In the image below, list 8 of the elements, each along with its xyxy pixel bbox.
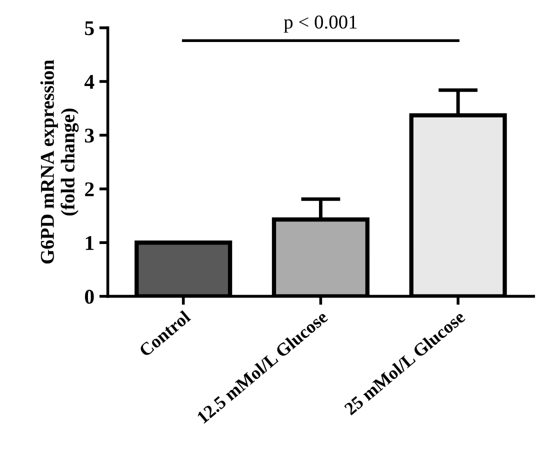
y-axis-title: G6PD mRNA expression (fold change) [40,60,79,264]
y-tick-label: 0 [84,290,94,304]
y-tick-label: 2 [85,182,94,196]
y-tick-label: 4 [84,75,94,89]
y-tick-label: 1 [86,236,94,250]
annotation: p < 0.001 [284,16,357,33]
y-tick-label: 3 [84,128,94,143]
y-tick-label: 5 [85,21,94,36]
